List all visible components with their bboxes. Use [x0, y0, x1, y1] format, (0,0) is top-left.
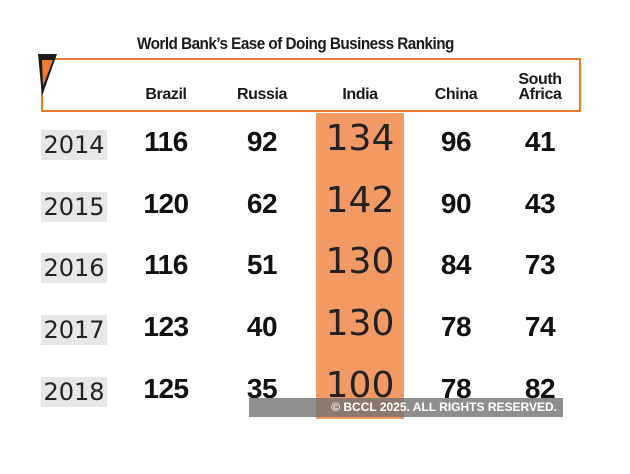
column-header-brazil: Brazil [145, 86, 187, 103]
year-label: 2017 [41, 315, 107, 345]
cell-russia: 62 [246, 188, 278, 219]
india-highlight-column [316, 113, 404, 419]
year-label: 2014 [41, 130, 107, 160]
cell-china: 90 [440, 188, 472, 219]
column-header-india: India [342, 86, 378, 103]
column-header-south-africa: South Africa [518, 71, 562, 103]
column-header-russia: Russia [236, 86, 288, 103]
cell-brazil: 116 [144, 126, 188, 157]
cell-brazil: 120 [143, 188, 189, 219]
cell-china: 84 [440, 249, 472, 280]
cell-india: 134 [325, 118, 395, 159]
cell-china: 96 [440, 126, 472, 157]
cell-brazil: 123 [143, 311, 189, 342]
header-box [41, 58, 581, 112]
year-label: 2016 [41, 253, 107, 283]
year-label: 2018 [41, 377, 107, 407]
corner-flag-icon [38, 54, 57, 96]
cell-russia: 40 [246, 311, 278, 342]
cell-india: 142 [325, 180, 395, 221]
cell-india: 130 [325, 303, 395, 344]
cell-russia: 51 [246, 249, 278, 280]
column-header-china: China [434, 86, 478, 103]
cell-south-africa: 74 [524, 311, 556, 342]
cell-brazil: 116 [144, 249, 188, 280]
cell-south-africa: 73 [524, 249, 556, 280]
cell-india: 130 [325, 241, 395, 282]
cell-russia: 92 [246, 126, 278, 157]
cell-south-africa: 43 [524, 188, 556, 219]
cell-south-africa: 41 [524, 126, 556, 157]
cell-china: 78 [440, 311, 472, 342]
year-label: 2015 [41, 192, 107, 222]
cell-brazil: 125 [143, 373, 189, 404]
copyright-watermark: © BCCL 2025. ALL RIGHTS RESERVED. [249, 398, 563, 417]
chart-title: World Bank’s Ease of Doing Business Rank… [137, 34, 454, 53]
